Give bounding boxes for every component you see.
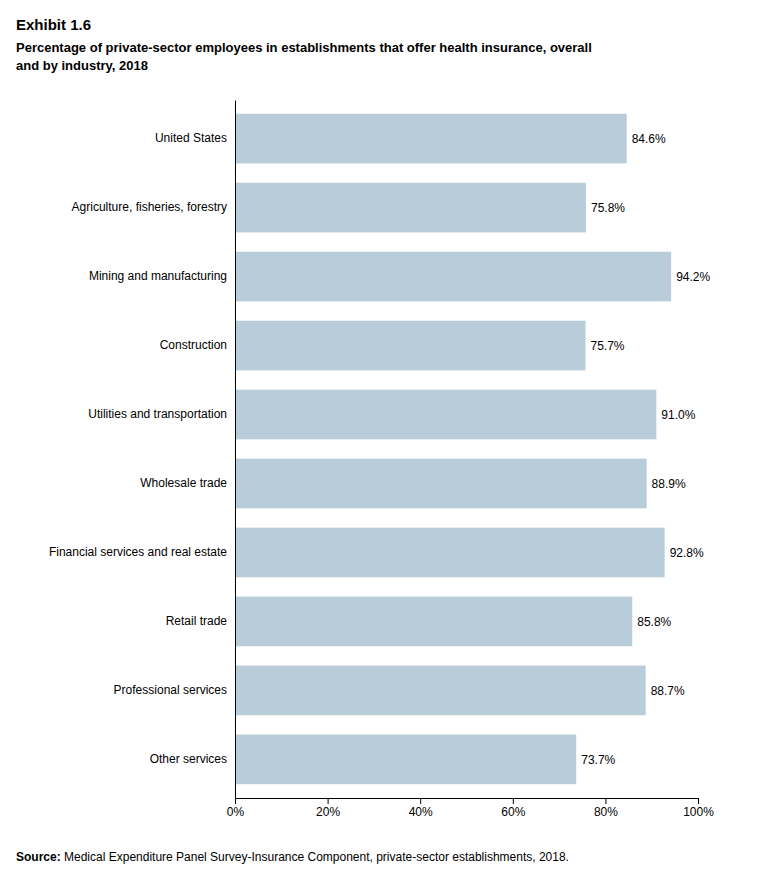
subtitle: Percentage of private-sector employees i… <box>16 40 592 55</box>
axis-domain <box>236 799 699 805</box>
data-label: 75.7% <box>590 339 624 353</box>
tick-label: 40% <box>409 805 433 819</box>
bar <box>235 666 646 716</box>
source-text: Medical Expenditure Panel Survey-Insuran… <box>61 850 569 864</box>
bar <box>235 459 647 509</box>
tick: Construction <box>160 338 227 352</box>
tick-mark <box>328 798 329 804</box>
data-label: 84.6% <box>632 132 666 146</box>
tick: 40% <box>409 798 433 819</box>
tick-label: Construction <box>160 338 227 352</box>
tick: 0% <box>227 798 245 819</box>
x-axis: 0% 20% 40% 60% 80% 100% <box>227 798 714 819</box>
tick-label: 0% <box>227 805 245 819</box>
data-labels: 84.6% 75.8% 94.2% 75.7% 91.0% 88.9% 92.8% 85.8%… <box>581 132 710 767</box>
bar <box>235 114 627 164</box>
tick-label: 80% <box>594 805 618 819</box>
plot-area: 0% 20% 40% 60% 80% 100% United States Agricultu… <box>49 101 714 819</box>
tick-label: Utilities and transportation <box>88 407 227 421</box>
tick-label: Retail trade <box>166 614 228 628</box>
tick-label: 100% <box>683 805 714 819</box>
tick: 100% <box>683 798 714 819</box>
tick-label: Wholesale trade <box>140 476 227 490</box>
tick-label: 60% <box>501 805 525 819</box>
tick-label: Professional services <box>114 683 227 697</box>
bars <box>235 114 671 784</box>
tick-mark <box>605 798 606 804</box>
tick-label: Financial services and real estate <box>49 545 227 559</box>
source-label: Source: <box>16 850 61 864</box>
tick: 80% <box>594 798 618 819</box>
tick: Other services <box>150 752 227 766</box>
title: Exhibit 1.6 <box>16 16 91 33</box>
tick: Mining and manufacturing <box>89 269 227 283</box>
tick-label: 20% <box>316 805 340 819</box>
y-axis: United States Agriculture, fisheries, for… <box>49 101 236 799</box>
tick: 60% <box>501 798 525 819</box>
bar <box>235 252 671 302</box>
tick-label: Agriculture, fisheries, forestry <box>72 200 227 214</box>
data-label: 94.2% <box>676 270 710 284</box>
tick-label: Other services <box>150 752 227 766</box>
data-label: 88.7% <box>651 684 685 698</box>
data-label: 73.7% <box>581 753 615 767</box>
tick-mark <box>235 798 236 804</box>
bar <box>235 735 576 785</box>
tick-mark <box>698 798 699 804</box>
tick: Financial services and real estate <box>49 545 227 559</box>
source-note: Source: Medical Expenditure Panel Survey… <box>16 850 569 864</box>
tick: Professional services <box>114 683 227 697</box>
tick-mark <box>513 798 514 804</box>
data-label: 75.8% <box>591 201 625 215</box>
data-label: 91.0% <box>661 408 695 422</box>
chart: Exhibit 1.6 Percentage of private-sector … <box>0 0 758 883</box>
axis-domain <box>235 101 236 799</box>
subtitle: and by industry, 2018 <box>16 58 148 73</box>
bar <box>235 321 585 371</box>
tick-label: United States <box>155 131 227 145</box>
tick-label: Mining and manufacturing <box>89 269 227 283</box>
data-label: 85.8% <box>637 615 671 629</box>
tick: Agriculture, fisheries, forestry <box>72 200 227 214</box>
tick: Utilities and transportation <box>88 407 227 421</box>
bar <box>235 390 656 440</box>
tick: Retail trade <box>166 614 228 628</box>
tick: 20% <box>316 798 340 819</box>
tick-mark <box>420 798 421 804</box>
bar <box>235 183 586 233</box>
bar <box>235 597 632 647</box>
tick: Wholesale trade <box>140 476 227 490</box>
bar <box>235 528 665 578</box>
data-label: 88.9% <box>652 477 686 491</box>
tick: United States <box>155 131 227 145</box>
data-label: 92.8% <box>670 546 704 560</box>
